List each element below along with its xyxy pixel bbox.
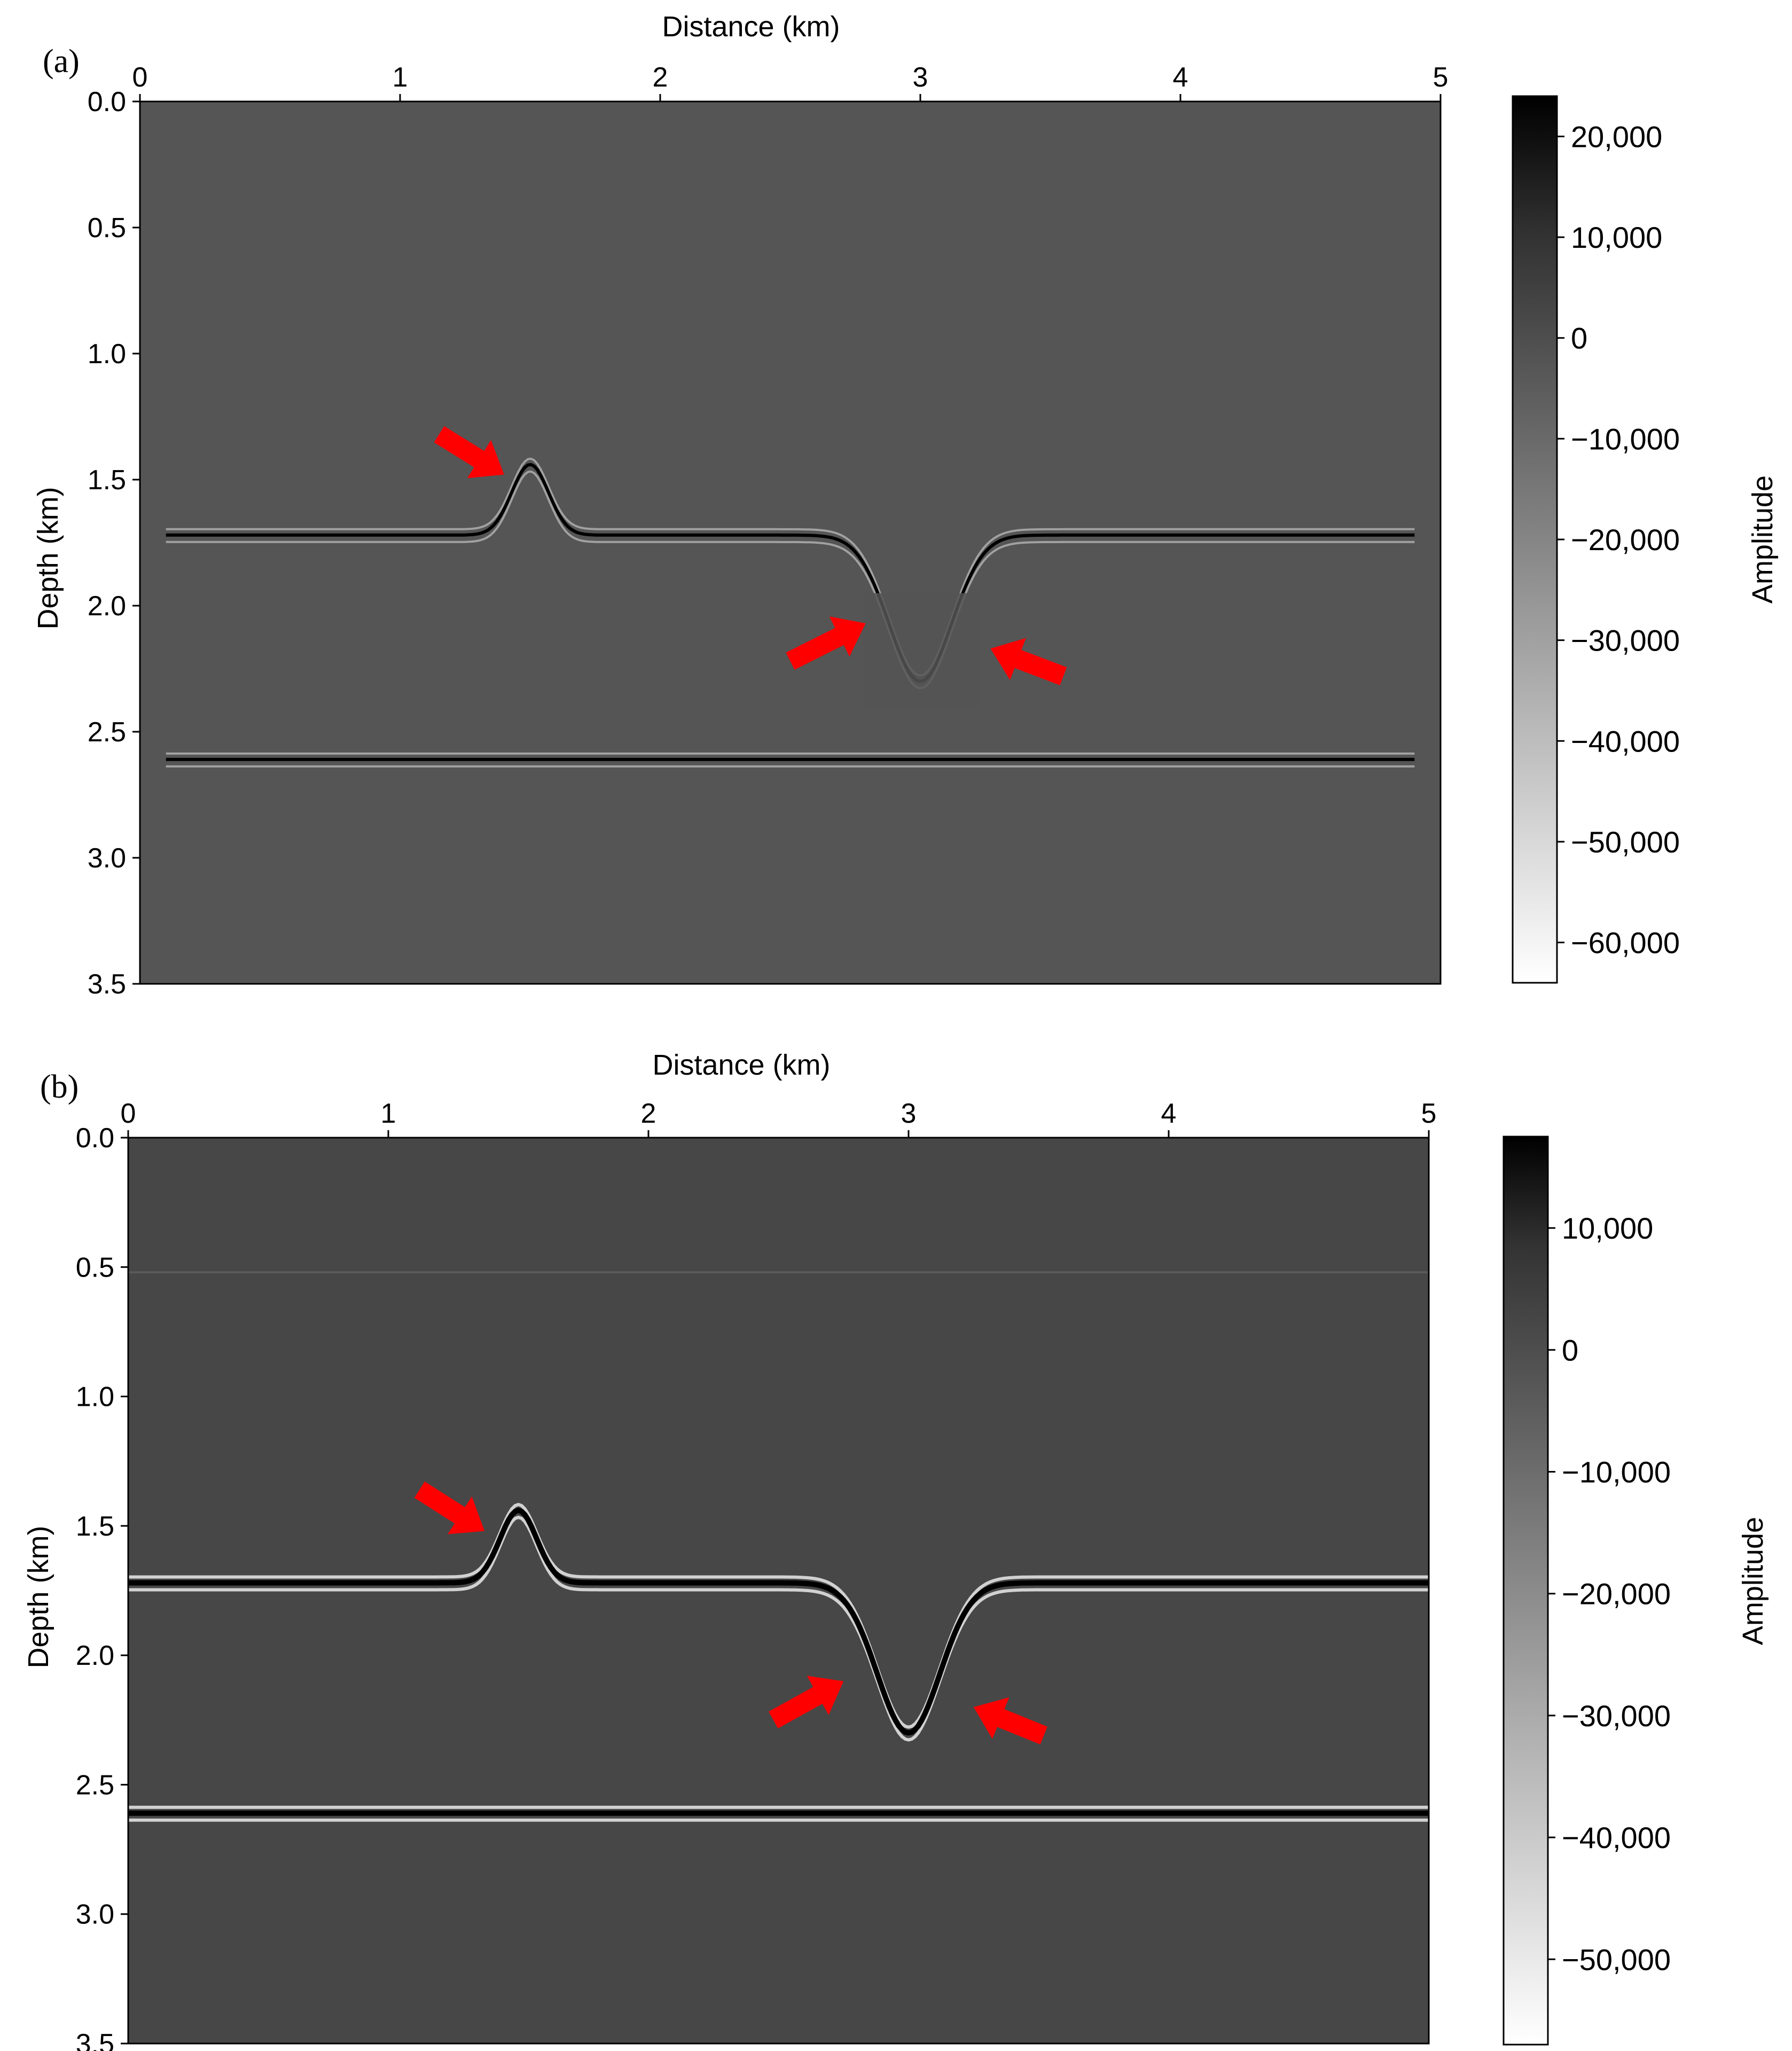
x-tick-label: 5 <box>1421 1098 1437 1129</box>
reflectors <box>128 1271 1429 1822</box>
y-ticks: 0.0 0.5 1.0 1.5 2.0 2.5 3.0 3.5 <box>88 87 140 1000</box>
y-tick-label: 3.5 <box>88 969 126 1000</box>
x-ticks: 0 1 2 3 4 5 <box>121 1098 1437 1138</box>
y-tick-label: 1.5 <box>88 465 126 496</box>
red-arrow <box>786 616 866 670</box>
colorbar-tick-label: 20,000 <box>1571 120 1662 153</box>
x-tick-label: 4 <box>1173 62 1188 93</box>
colorbar-tick-label: −20,000 <box>1562 1577 1671 1611</box>
reflector-upper <box>128 1507 1429 1736</box>
colorbar <box>1512 95 1558 984</box>
reflectors <box>166 457 1415 768</box>
annotation-arrows <box>434 426 1067 685</box>
colorbar-tick-label: −40,000 <box>1562 1821 1671 1854</box>
y-axis-label: Depth (km) <box>32 487 64 629</box>
x-axis-label: Distance (km) <box>652 1049 830 1081</box>
colorbar-tick-label: −30,000 <box>1562 1699 1671 1733</box>
y-tick-label: 0.0 <box>88 87 126 118</box>
y-tick-label: 2.5 <box>76 1770 114 1801</box>
colorbar-tick-label: −10,000 <box>1562 1455 1671 1489</box>
plot-frame <box>139 100 1442 985</box>
x-tick-label: 3 <box>913 62 928 93</box>
colorbar-tick-label: 0 <box>1562 1333 1578 1367</box>
plot-frame <box>127 1137 1430 2045</box>
reflector-sidelobe <box>166 470 1415 690</box>
y-tick-label: 2.5 <box>88 717 126 748</box>
y-tick-label: 0.0 <box>76 1123 114 1154</box>
red-arrow <box>769 1676 844 1728</box>
y-tick-label: 3.0 <box>88 843 126 874</box>
y-tick-label: 1.5 <box>76 1511 114 1542</box>
colorbar-tick-label: −40,000 <box>1571 724 1680 758</box>
panel-label: (a) <box>43 43 80 80</box>
x-tick-label: 1 <box>393 62 408 93</box>
x-tick-label: 5 <box>1433 62 1449 93</box>
y-tick-label: 0.5 <box>88 213 126 244</box>
y-ticks: 0.0 0.5 1.0 1.5 2.0 2.5 3.0 3.5 <box>76 1123 128 2051</box>
colorbar-label: Amplitude <box>1737 1517 1769 1645</box>
y-tick-label: 1.0 <box>88 339 126 370</box>
y-tick-label: 0.5 <box>76 1252 114 1283</box>
colorbar-tick-label: 10,000 <box>1571 221 1662 254</box>
colorbar-tick-label: −10,000 <box>1571 422 1680 456</box>
y-axis-label: Depth (km) <box>22 1525 54 1668</box>
colorbar <box>1503 1136 1549 2046</box>
y-tick-label: 2.0 <box>88 591 126 622</box>
colorbar-tick-label: −20,000 <box>1571 523 1680 557</box>
colorbar-ticks: 20,000 10,000 0 −10,000 −20,000 −30,000 −40,00… <box>1557 120 1680 960</box>
x-tick-label: 3 <box>901 1098 917 1129</box>
red-arrow <box>973 1697 1047 1744</box>
reflector-sidelobe <box>128 1502 1429 1729</box>
y-tick-label: 3.0 <box>76 1899 114 1930</box>
y-tick-label: 1.0 <box>76 1382 114 1413</box>
x-ticks: 0 1 2 3 4 5 <box>132 62 1449 101</box>
colorbar-tick-label: 10,000 <box>1562 1211 1653 1245</box>
weak-illumination-zone <box>863 593 978 707</box>
x-tick-label: 0 <box>121 1098 136 1129</box>
colorbar-tick-label: 0 <box>1571 322 1587 355</box>
red-arrow <box>990 638 1067 685</box>
x-axis-label: Distance (km) <box>662 11 840 43</box>
x-tick-label: 1 <box>381 1098 396 1129</box>
colorbar-tick-label: −60,000 <box>1571 926 1680 960</box>
y-tick-label: 2.0 <box>76 1640 114 1671</box>
y-tick-label: 3.5 <box>76 2029 114 2051</box>
colorbar-ticks: 10,000 0 −10,000 −20,000 −30,000 −40,000 −50,0… <box>1548 1211 1671 1976</box>
red-arrow <box>434 426 504 479</box>
colorbar-label: Amplitude <box>1747 475 1779 604</box>
reflector-upper <box>166 463 1415 683</box>
colorbar-tick-label: −50,000 <box>1571 825 1680 859</box>
x-tick-label: 4 <box>1161 1098 1177 1129</box>
reflector-sidelobe <box>166 457 1415 677</box>
annotation-arrows <box>414 1481 1047 1744</box>
reflector-sidelobe <box>128 1515 1429 1742</box>
x-tick-label: 0 <box>132 62 148 93</box>
x-tick-label: 2 <box>641 1098 656 1129</box>
colorbar-tick-label: −30,000 <box>1571 624 1680 657</box>
red-arrow <box>414 1481 485 1535</box>
panel-label: (b) <box>40 1069 79 1105</box>
x-tick-label: 2 <box>653 62 668 93</box>
colorbar-tick-label: −50,000 <box>1562 1943 1671 1976</box>
